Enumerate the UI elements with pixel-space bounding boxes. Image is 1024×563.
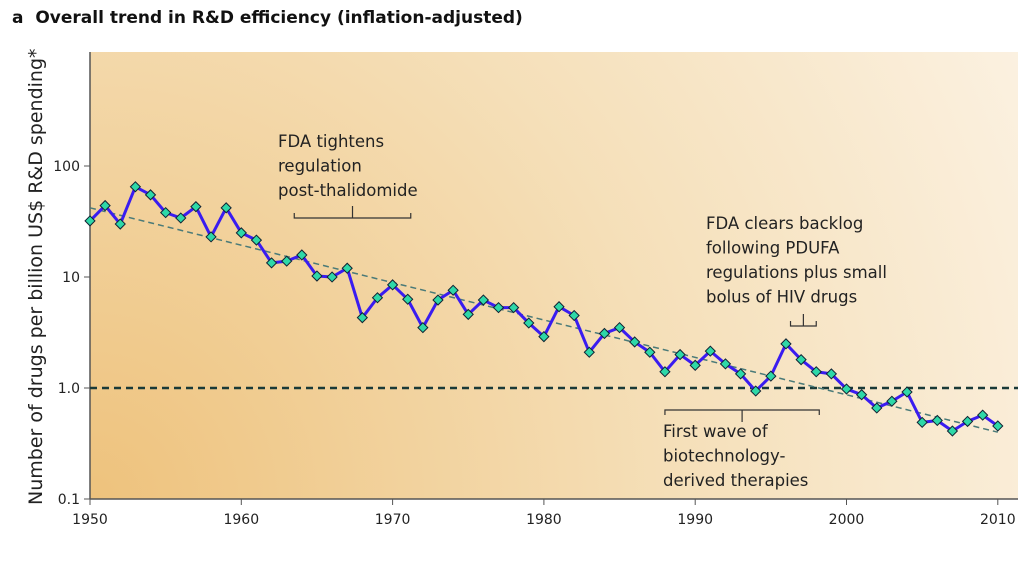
data-point: [750, 385, 762, 397]
data-point: [810, 366, 822, 378]
data-point: [583, 346, 595, 358]
data-point: [629, 336, 641, 348]
data-point: [613, 321, 626, 334]
data-point: [250, 234, 263, 246]
annotation-text: regulation: [278, 157, 362, 176]
data-point: [235, 227, 247, 239]
data-point: [84, 215, 96, 227]
trend-line: [89, 207, 998, 433]
data-point: [265, 257, 278, 269]
data-point: [326, 271, 338, 283]
data-point: [402, 293, 414, 305]
x-tick-label: 1960: [223, 512, 259, 528]
data-point: [946, 425, 959, 437]
data-point: [462, 308, 474, 321]
panel-label: a: [12, 8, 24, 28]
data-point: [568, 309, 580, 322]
annotation-text: First wave of: [663, 422, 769, 441]
data-point: [144, 189, 157, 201]
chart-title: a Overall trend in R&D efficiency (infla…: [12, 8, 523, 28]
data-point: [916, 416, 928, 429]
data-point: [538, 331, 550, 343]
data-point: [674, 348, 686, 361]
data-point: [190, 201, 202, 213]
data-point: [296, 249, 308, 261]
data-point: [507, 301, 520, 314]
data-point: [477, 294, 490, 306]
plot-background: [90, 52, 1018, 499]
data-point: [977, 409, 989, 421]
data-point: [175, 212, 187, 224]
annotation-text: FDA tightens: [278, 132, 384, 151]
y-tick-label: 1.0: [58, 381, 80, 397]
data-point: [901, 386, 913, 398]
data-point: [704, 345, 716, 357]
y-tick-label: 0.1: [58, 492, 80, 508]
annotation-text: post-thalidomide: [278, 181, 418, 200]
data-point: [341, 262, 353, 274]
data-point: [719, 358, 732, 370]
y-tick-label: 100: [53, 159, 80, 175]
data-point: [205, 231, 217, 243]
data-point: [795, 354, 807, 366]
data-point: [659, 366, 671, 378]
data-point: [356, 312, 368, 324]
data-point: [886, 395, 898, 407]
annotation-bracket: [293, 206, 412, 219]
data-point: [855, 389, 868, 401]
annotation-text: biotechnology-: [663, 447, 785, 466]
data-point: [281, 255, 293, 267]
y-tick-label: 10: [62, 270, 80, 286]
data-point: [386, 279, 399, 291]
y-axis-label: Number of drugs per billion US$ R&D spen…: [25, 48, 47, 505]
data-point: [492, 301, 505, 314]
annotation-text: derived therapies: [663, 471, 808, 490]
x-tick-label: 1950: [72, 512, 108, 528]
x-tick-label: 1990: [677, 512, 713, 528]
annotation-text: FDA clears backlog: [706, 214, 863, 233]
data-point: [220, 202, 232, 214]
annotation-bracket: [789, 314, 817, 327]
data-point: [765, 370, 777, 382]
data-point: [840, 383, 853, 395]
data-point: [961, 415, 974, 428]
data-point: [129, 181, 142, 193]
x-tick-label: 1980: [526, 512, 562, 528]
data-point: [734, 368, 747, 380]
data-point: [689, 359, 701, 371]
title-text: Overall trend in R&D efficiency (inflati…: [35, 8, 523, 28]
data-point: [992, 420, 1004, 432]
annotation-text: bolus of HIV drugs: [706, 288, 857, 307]
data-point: [644, 346, 656, 358]
data-point: [432, 294, 444, 306]
data-point: [417, 321, 429, 334]
data-point: [447, 284, 459, 296]
annotation-bracket: [664, 409, 820, 422]
data-point: [523, 317, 535, 329]
data-point: [311, 270, 323, 282]
data-point: [598, 327, 611, 340]
data-point: [159, 206, 172, 219]
x-tick-label: 2010: [980, 512, 1016, 528]
annotation-text: regulations plus small: [706, 263, 887, 282]
data-point: [371, 292, 384, 304]
data-point: [825, 368, 838, 380]
data-point: [931, 414, 943, 427]
data-point: [99, 199, 111, 212]
x-tick-label: 2000: [829, 512, 865, 528]
x-tick-label: 1970: [375, 512, 411, 528]
data-point: [780, 338, 792, 350]
data-point: [114, 218, 126, 230]
data-point: [871, 402, 883, 414]
annotation-text: following PDUFA: [706, 239, 840, 258]
data-point: [553, 301, 565, 313]
